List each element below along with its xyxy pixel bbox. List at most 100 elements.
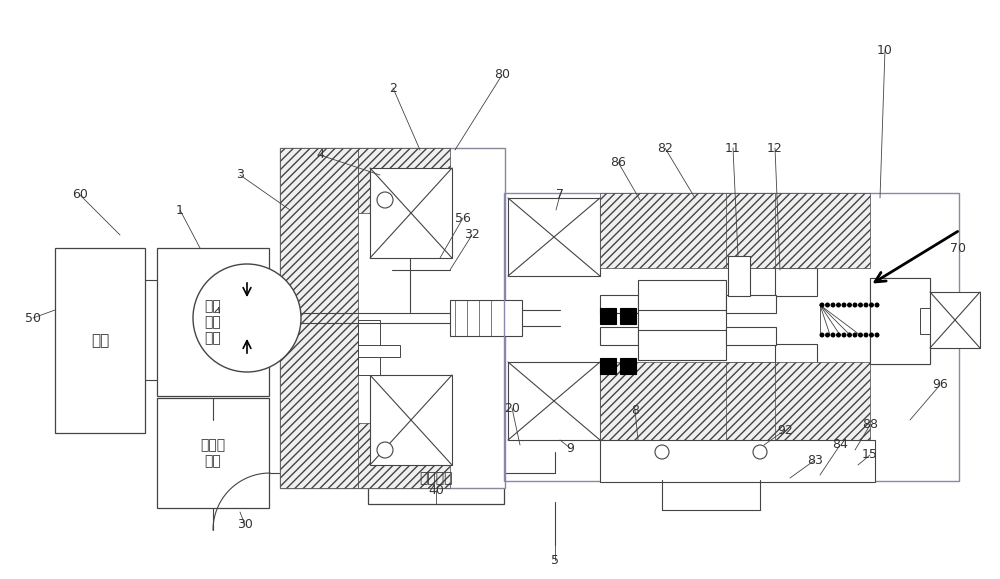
Text: 3: 3: [236, 168, 244, 181]
Text: 9: 9: [566, 442, 574, 455]
Bar: [775, 344, 817, 372]
Text: 车轮: 车轮: [91, 333, 109, 348]
Text: 82: 82: [657, 141, 673, 155]
Circle shape: [842, 332, 846, 338]
Circle shape: [193, 264, 301, 372]
Text: 1: 1: [176, 203, 184, 217]
Circle shape: [655, 445, 669, 459]
Polygon shape: [750, 440, 770, 480]
Bar: [358, 320, 380, 375]
Text: 84: 84: [832, 438, 848, 452]
Circle shape: [852, 332, 858, 338]
Text: 10: 10: [877, 43, 893, 57]
Circle shape: [836, 332, 841, 338]
Circle shape: [830, 302, 836, 307]
Bar: [600, 362, 775, 440]
Circle shape: [377, 442, 393, 458]
Circle shape: [864, 302, 868, 307]
Circle shape: [820, 302, 824, 307]
Bar: [600, 358, 616, 374]
Circle shape: [869, 302, 874, 307]
Bar: [280, 148, 505, 488]
Bar: [638, 280, 726, 360]
Circle shape: [864, 332, 868, 338]
Bar: [157, 398, 269, 508]
Circle shape: [825, 332, 830, 338]
Bar: [920, 308, 930, 334]
Text: 70: 70: [950, 241, 966, 255]
Text: 5: 5: [551, 554, 559, 566]
Polygon shape: [652, 440, 672, 480]
Circle shape: [847, 302, 852, 307]
Text: 50: 50: [25, 312, 41, 324]
Circle shape: [858, 332, 863, 338]
Text: 96: 96: [932, 379, 948, 391]
Text: 2: 2: [389, 82, 397, 94]
Text: 减速
传动
装置: 减速 传动 装置: [205, 299, 221, 345]
Circle shape: [820, 332, 824, 338]
Text: 92: 92: [777, 423, 793, 437]
Bar: [450, 300, 522, 336]
Bar: [726, 327, 776, 345]
Text: 8: 8: [631, 404, 639, 416]
Text: 12: 12: [767, 141, 783, 155]
Bar: [726, 193, 781, 268]
Text: 20: 20: [504, 401, 520, 415]
Bar: [600, 295, 638, 313]
Bar: [370, 375, 452, 465]
Text: 60: 60: [72, 189, 88, 201]
Bar: [775, 268, 817, 296]
Circle shape: [836, 302, 841, 307]
Text: 56: 56: [455, 211, 471, 225]
Text: 11: 11: [725, 141, 741, 155]
Bar: [620, 358, 636, 374]
Bar: [930, 292, 980, 348]
Bar: [870, 278, 930, 364]
Bar: [157, 248, 269, 396]
Bar: [55, 248, 145, 433]
Bar: [600, 193, 775, 268]
Circle shape: [842, 302, 846, 307]
Bar: [726, 362, 781, 440]
Bar: [368, 452, 504, 504]
Text: 转速传
感器: 转速传 感器: [200, 438, 226, 468]
Circle shape: [825, 302, 830, 307]
Bar: [508, 362, 600, 440]
Bar: [600, 308, 616, 324]
Circle shape: [830, 332, 836, 338]
Text: 40: 40: [428, 483, 444, 497]
Text: 83: 83: [807, 453, 823, 467]
Circle shape: [852, 302, 858, 307]
Circle shape: [847, 332, 852, 338]
Bar: [358, 148, 450, 213]
Text: 7: 7: [556, 189, 564, 201]
Bar: [600, 327, 638, 345]
Bar: [726, 295, 776, 313]
Bar: [775, 362, 870, 440]
Polygon shape: [392, 258, 450, 312]
Bar: [358, 345, 400, 357]
Text: 32: 32: [464, 229, 480, 241]
Bar: [358, 423, 450, 488]
Text: 15: 15: [862, 449, 878, 461]
Text: 80: 80: [494, 68, 510, 82]
Circle shape: [753, 445, 767, 459]
Text: 30: 30: [237, 519, 253, 532]
Bar: [870, 278, 930, 364]
Bar: [620, 308, 636, 324]
Circle shape: [858, 302, 863, 307]
Bar: [600, 440, 875, 482]
Circle shape: [377, 192, 393, 208]
Text: 控制单元: 控制单元: [419, 471, 453, 485]
Bar: [504, 193, 959, 481]
Bar: [280, 148, 358, 488]
Text: 86: 86: [610, 156, 626, 168]
Circle shape: [874, 332, 880, 338]
Bar: [775, 193, 870, 268]
Bar: [508, 198, 600, 276]
Bar: [370, 168, 452, 258]
Bar: [728, 256, 750, 296]
Text: 88: 88: [862, 419, 878, 431]
Circle shape: [874, 302, 880, 307]
Text: 4: 4: [316, 148, 324, 162]
